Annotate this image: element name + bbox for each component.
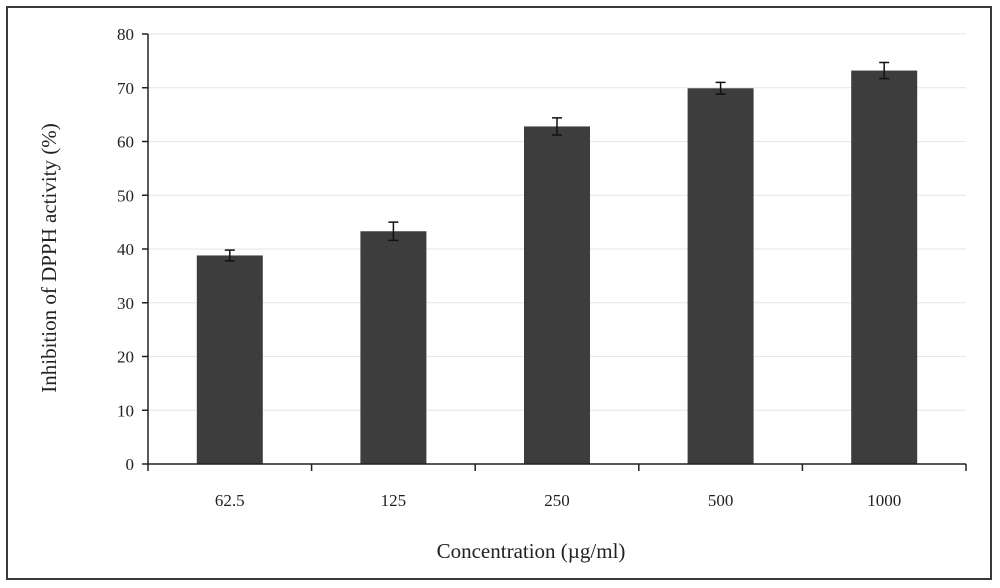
bar-1000 (851, 70, 918, 465)
y-tick-label: 40 (117, 240, 134, 259)
y-tick-label: 80 (117, 25, 134, 44)
y-tick-label: 0 (126, 455, 135, 474)
chart-frame (6, 6, 992, 580)
x-axis-title: Concentration (µg/ml) (437, 539, 626, 563)
y-tick-label: 50 (117, 186, 134, 205)
x-tick-label: 125 (381, 491, 407, 510)
y-tick-labels: 0 10 20 30 40 50 60 70 80 (117, 25, 134, 474)
bar-125 (360, 231, 427, 464)
bar-250 (524, 126, 590, 464)
error-bars-group (224, 61, 890, 262)
y-tick-label: 30 (117, 294, 134, 313)
x-tick-label: 500 (708, 491, 734, 510)
y-tick-label: 20 (117, 348, 134, 367)
axes (142, 33, 967, 471)
y-tick-label: 70 (117, 79, 134, 98)
y-tick-label: 60 (117, 133, 134, 152)
bar-500 (687, 88, 754, 464)
x-tick-labels: 62.5 125 250 500 1000 (215, 491, 901, 510)
x-tick-label: 1000 (867, 491, 901, 510)
y-axis-title: Inhibition of DPPH activity (%) (37, 123, 61, 392)
bar-62.5 (196, 255, 263, 464)
bars-group (196, 70, 918, 465)
y-tick-label: 10 (117, 401, 134, 420)
x-tick-label: 62.5 (215, 491, 245, 510)
x-tick-label: 250 (544, 491, 570, 510)
